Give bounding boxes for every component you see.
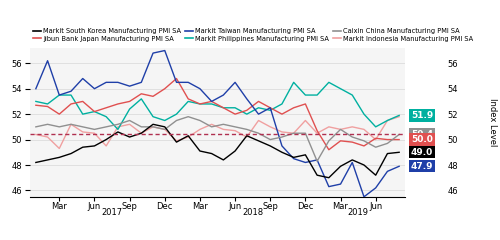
Text: 51.9: 51.9 [411, 111, 433, 120]
Text: 2018: 2018 [242, 208, 263, 217]
Text: 47.9: 47.9 [411, 162, 434, 171]
Text: 2019: 2019 [348, 208, 368, 217]
Text: 2017: 2017 [102, 208, 122, 217]
Text: 50.4: 50.4 [411, 130, 433, 139]
Text: 50.0: 50.0 [411, 135, 433, 144]
Legend: Markit South Korea Manufacturing PMI SA, Jibun Bank Japan Manufacturing PMI SA, : Markit South Korea Manufacturing PMI SA,… [34, 28, 473, 42]
Text: 49.0: 49.0 [411, 148, 433, 157]
Text: Index Level: Index Level [488, 98, 497, 147]
